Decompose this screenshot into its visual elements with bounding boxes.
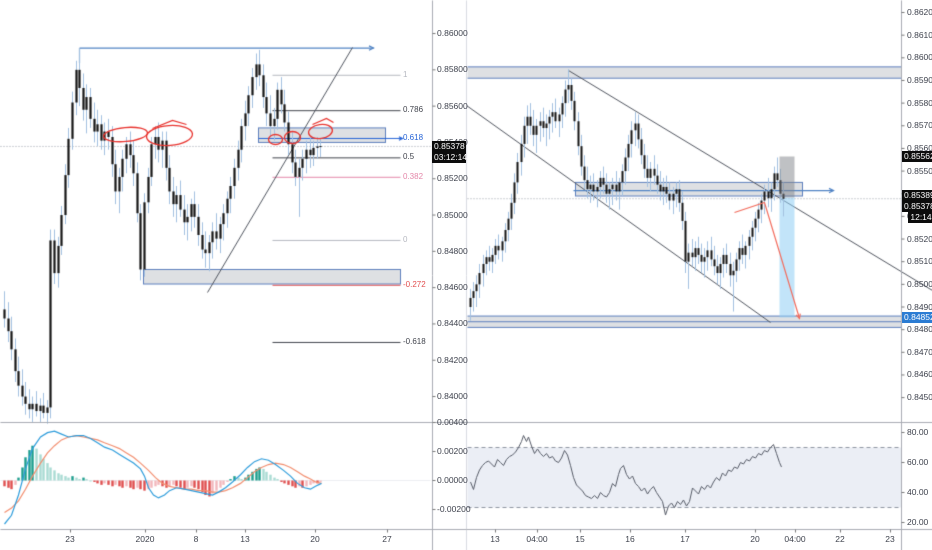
fib-level-label: 0 <box>403 234 408 244</box>
x-tick-label: 13 <box>490 534 500 544</box>
y-tick-label: 0.85800 <box>907 97 932 108</box>
y-tick-label: 0.85200 <box>907 233 932 244</box>
x-tick-label: 04:00 <box>784 534 806 544</box>
y-tick-label: 0.84600 <box>437 281 468 292</box>
y-tick-label: -0.00200 <box>437 503 471 514</box>
fib-level-label: 1 <box>403 69 408 79</box>
x-tick-label: 27 <box>382 534 392 544</box>
fib-level-label: 0.382 <box>403 171 424 181</box>
y-tick-label: 0.84800 <box>907 323 932 334</box>
y-tick-label: 0.85600 <box>907 142 932 153</box>
x-tick-label: 2020 <box>135 534 155 544</box>
y-tick-label: 0.00200 <box>437 445 468 456</box>
x-tick-label: 20 <box>310 534 320 544</box>
x-tick-label: 15 <box>575 534 585 544</box>
right-bid-price-flag: 0.85389 <box>902 190 932 201</box>
x-tick-label: 23 <box>885 534 895 544</box>
y-tick-label: 40.00 <box>907 486 929 497</box>
y-tick-label: 0.84600 <box>907 369 932 380</box>
x-tick-label: 20 <box>750 534 760 544</box>
y-tick-label: 0.84400 <box>437 318 468 329</box>
right-high-price-flag: 0.85562 <box>902 151 932 162</box>
fib-level-label: -0.272 <box>403 279 426 289</box>
y-tick-label: 0.84500 <box>907 391 932 402</box>
x-tick-label: 23 <box>65 534 75 544</box>
x-tick-label: 17 <box>680 534 690 544</box>
right-countdown-flag: 12:14 <box>908 212 932 223</box>
y-tick-label: 0.85000 <box>907 278 932 289</box>
y-tick-label: 0.84800 <box>437 245 468 256</box>
fib-level-label: 0.5 <box>403 152 415 162</box>
y-tick-label: 0.85600 <box>437 100 468 111</box>
y-tick-label: 80.00 <box>907 426 929 437</box>
y-tick-label: 0.85200 <box>437 172 468 183</box>
x-tick-label: 8 <box>193 534 199 544</box>
y-tick-label: 0.84200 <box>437 354 468 365</box>
fib-level-label: 0.786 <box>403 105 424 115</box>
y-tick-label: 0.00400 <box>437 416 468 427</box>
left-last-price-flag: 0.85378 <box>432 141 466 152</box>
y-tick-label: 60.00 <box>907 456 929 467</box>
x-tick-label: 16 <box>625 534 635 544</box>
left-countdown-flag: 03:12:14 <box>432 152 468 163</box>
y-tick-label: 0.86000 <box>907 52 932 63</box>
y-tick-label: 0.84000 <box>437 390 468 401</box>
fib-level-label: -0.618 <box>403 336 426 346</box>
right-zone-price-flag: 0.84852 <box>902 312 932 323</box>
fib-level-label: 0.618 <box>403 132 424 142</box>
y-tick-label: 0.85800 <box>437 64 468 75</box>
y-tick-label: 0.00000 <box>437 474 468 485</box>
left-price-scale[interactable]: 0.860000.858000.856000.854000.852000.850… <box>432 0 471 550</box>
x-tick-label: 22 <box>835 534 845 544</box>
y-tick-label: 0.86000 <box>437 27 468 38</box>
y-tick-label: 0.85000 <box>437 209 468 220</box>
y-tick-label: 20.00 <box>907 516 929 527</box>
right-last-price-flag: 0.85378 <box>902 201 932 212</box>
x-tick-label: 13 <box>240 534 250 544</box>
x-tick-label: 04:00 <box>526 534 548 544</box>
